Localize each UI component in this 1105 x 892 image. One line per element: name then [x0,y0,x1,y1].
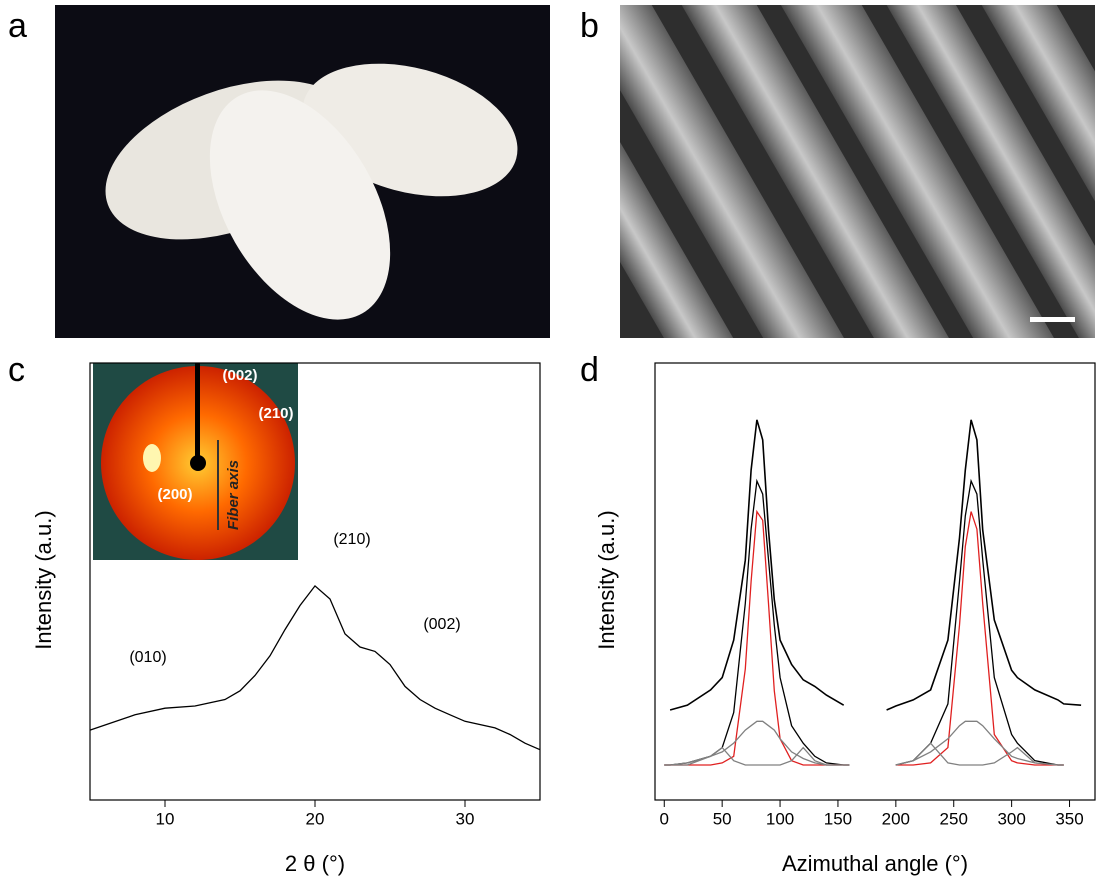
x-axis-label: Azimuthal angle (°) [782,851,968,876]
x-tick-label: 200 [882,809,910,828]
inset-label: (210) [258,405,293,422]
peak-annotation: (010) [129,649,166,666]
data-line [664,509,1064,766]
x-tick-label: 10 [156,809,175,828]
x-tick-label: 150 [824,809,852,828]
peak-annotation: (002) [423,616,460,633]
data-line [89,584,541,751]
x-tick-label: 250 [940,809,968,828]
photo-cocoons [55,5,550,338]
data-line [664,742,1064,766]
data-line [669,419,1082,711]
panel-label: b [580,7,599,45]
x-tick-label: 20 [306,809,325,828]
x-tick-label: 0 [660,809,669,828]
inset-label: Fiber axis [225,460,242,530]
sem-image [620,5,1095,338]
x-tick-label: 300 [997,809,1025,828]
x-tick-label: 50 [713,809,732,828]
panel-label: d [580,351,599,389]
inset-label: (002) [222,367,257,384]
peak-annotation: (210) [333,531,370,548]
x-tick-label: 350 [1055,809,1083,828]
x-axis-label: 2 θ (°) [285,851,345,876]
xrd-inset [93,363,298,560]
panel-label: a [8,7,27,45]
panel-label: c [8,351,25,389]
y-axis-label: Intensity (a.u.) [31,510,56,649]
x-tick-label: 100 [766,809,794,828]
inset-label: (200) [157,486,192,503]
data-line [664,478,1064,766]
y-axis-label: Intensity (a.u.) [594,510,619,649]
x-tick-label: 30 [456,809,475,828]
plot-frame [654,362,1096,801]
